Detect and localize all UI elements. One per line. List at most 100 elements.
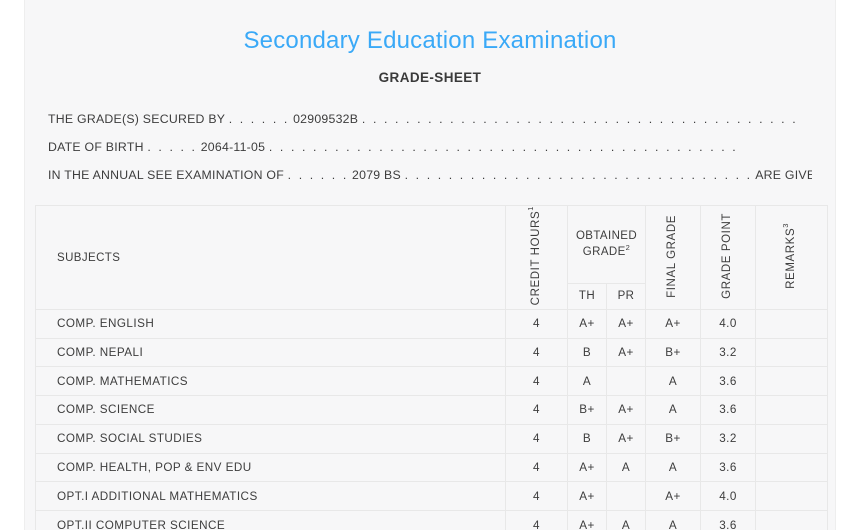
cell-remarks (755, 452, 829, 483)
table-row: COMP. NEPALI 4 B A+ B+ 3.2 (35, 337, 829, 368)
cell-subject: OPT.I ADDITIONAL MATHEMATICS (35, 481, 506, 512)
column-header-obtained-grade-superscript: 2 (625, 242, 631, 252)
header-row-main: SUBJECTS CREDIT HOURS1 OBTAINED GRADE2 F… (35, 205, 829, 310)
cell-obtained-th: A (567, 366, 607, 397)
cell-obtained-pr: A+ (605, 423, 647, 454)
column-header-credit-hours-superscript: 1 (526, 206, 536, 212)
info-line3-label: IN THE ANNUAL SEE EXAMINATION OF (48, 168, 284, 183)
table-row: COMP. SCIENCE 4 B+ A+ A 3.6 (35, 395, 829, 425)
cell-obtained-pr: A+ (605, 308, 647, 339)
cell-grade-point: 3.2 (700, 423, 757, 454)
cell-obtained-th: A+ (567, 308, 607, 339)
column-header-obtained-grade: OBTAINED GRADE2 (566, 205, 647, 284)
cell-obtained-th: B+ (567, 395, 607, 425)
cell-obtained-th: B (567, 423, 607, 454)
cell-final-grade: B+ (645, 337, 702, 368)
column-header-grade-point: GRADE POINT (700, 205, 757, 310)
info-line-exam-year: IN THE ANNUAL SEE EXAMINATION OF . . . .… (48, 161, 812, 189)
cell-credit-hours: 4 (505, 423, 568, 454)
cell-grade-point: 3.2 (700, 337, 757, 368)
column-header-credit-hours-label: CREDIT HOURS (529, 211, 542, 306)
cell-remarks (755, 395, 829, 425)
grade-table: SUBJECTS CREDIT HOURS1 OBTAINED GRADE2 F… (35, 205, 829, 530)
cell-obtained-pr (605, 366, 647, 397)
grade-table-head: SUBJECTS CREDIT HOURS1 OBTAINED GRADE2 F… (35, 205, 829, 310)
info-line3-value-exam-year: 2079 BS (352, 168, 401, 183)
cell-obtained-th: A+ (567, 481, 607, 512)
cell-credit-hours: 4 (505, 481, 568, 512)
cell-credit-hours: 4 (505, 395, 568, 425)
page-title: Secondary Education Examination (243, 27, 617, 54)
info-line3-dots-after: . . . . . . . . . . . . . . . . . . . . … (404, 168, 753, 183)
info-line1-label: THE GRADE(S) SECURED BY (48, 112, 226, 127)
column-header-obtained-grade-label: OBTAINED GRADE (575, 230, 638, 258)
info-line1-value-symbol-number: 02909532B (293, 112, 359, 127)
info-line-date-of-birth: DATE OF BIRTH . . . . . 2064-11-05 . . .… (48, 133, 812, 161)
column-header-remarks: REMARKS3 (755, 205, 829, 310)
table-row: COMP. ENGLISH 4 A+ A+ A+ 4.0 (35, 308, 829, 339)
paper-sheet: Secondary Education Examination GRADE-SH… (24, 0, 836, 530)
cell-obtained-pr: A (605, 452, 647, 483)
cell-credit-hours: 4 (505, 366, 568, 397)
column-header-credit-hours: CREDIT HOURS1 (505, 205, 568, 310)
cell-remarks (755, 337, 829, 368)
cell-credit-hours: 4 (505, 337, 568, 368)
grade-table-body: COMP. ENGLISH 4 A+ A+ A+ 4.0 COMP. NEPALI 4 B A+ B… (35, 308, 829, 530)
info-line2-label: DATE OF BIRTH (48, 140, 144, 155)
column-header-grade-point-label: GRADE POINT (721, 213, 734, 299)
cell-grade-point: 3.6 (700, 452, 757, 483)
cell-credit-hours: 4 (505, 452, 568, 483)
cell-final-grade: B+ (645, 423, 702, 454)
cell-remarks (755, 308, 829, 339)
table-row: OPT.II COMPUTER SCIENCE 4 A+ A A 3.6 (35, 510, 829, 530)
info-line3-dots-before: . . . . . . (287, 168, 349, 183)
cell-final-grade: A (645, 395, 702, 425)
cell-subject: OPT.II COMPUTER SCIENCE (35, 510, 506, 530)
cell-remarks (755, 366, 829, 397)
column-header-pr: PR (605, 282, 647, 310)
cell-final-grade: A (645, 510, 702, 530)
table-row: COMP. HEALTH, POP & ENV EDU 4 A+ A A 3.6 (35, 452, 829, 483)
cell-credit-hours: 4 (505, 510, 568, 530)
info-line1-dots-after: . . . . . . . . . . . . . . . . . . . . … (361, 112, 798, 127)
page-subtitle: GRADE-SHEET (378, 70, 482, 86)
cell-subject: COMP. NEPALI (35, 337, 506, 368)
cell-credit-hours: 4 (505, 308, 568, 339)
cell-obtained-pr: A (605, 510, 647, 530)
cell-final-grade: A (645, 452, 702, 483)
column-header-final-grade-label: FINAL GRADE (666, 214, 679, 298)
cell-obtained-pr (605, 481, 647, 512)
table-row: COMP. MATHEMATICS 4 A A 3.6 (35, 366, 829, 397)
cell-final-grade: A (645, 366, 702, 397)
cell-subject: COMP. ENGLISH (35, 308, 506, 339)
column-header-remarks-label: REMARKS (784, 227, 797, 289)
cell-subject: COMP. SCIENCE (35, 395, 506, 425)
info-line2-dots-after: . . . . . . . . . . . . . . . . . . . . … (268, 140, 738, 155)
info-line1-dots-before: . . . . . . (228, 112, 290, 127)
table-row: COMP. SOCIAL STUDIES 4 B A+ B+ 3.2 (35, 423, 829, 454)
cell-subject: COMP. SOCIAL STUDIES (35, 423, 506, 454)
cell-obtained-pr: A+ (605, 395, 647, 425)
cell-final-grade: A+ (645, 308, 702, 339)
info-line2-value-dob: 2064-11-05 (200, 140, 266, 155)
cell-grade-point: 3.6 (700, 510, 757, 530)
candidate-info-block: THE GRADE(S) SECURED BY . . . . . . 0290… (35, 105, 825, 189)
cell-grade-point: 3.6 (700, 366, 757, 397)
column-header-final-grade: FINAL GRADE (645, 205, 702, 310)
table-row: OPT.I ADDITIONAL MATHEMATICS 4 A+ A+ 4.0 (35, 481, 829, 512)
header-row-sub: TH PR (36, 282, 828, 310)
cell-remarks (755, 510, 829, 530)
cell-subject: COMP. MATHEMATICS (35, 366, 506, 397)
info-line2-dots-before: . . . . . (147, 140, 198, 155)
cell-grade-point: 3.6 (700, 395, 757, 425)
info-line3-tail: ARE GIVEN BELOW . . . (755, 168, 812, 183)
cell-subject: COMP. HEALTH, POP & ENV EDU (35, 452, 506, 483)
cell-obtained-th: B (567, 337, 607, 368)
cell-remarks (755, 423, 829, 454)
column-header-remarks-superscript: 3 (781, 223, 791, 228)
cell-remarks (755, 481, 829, 512)
cell-grade-point: 4.0 (700, 481, 757, 512)
cell-obtained-th: A+ (567, 510, 607, 530)
info-line-grades-secured-by: THE GRADE(S) SECURED BY . . . . . . 0290… (48, 105, 812, 133)
